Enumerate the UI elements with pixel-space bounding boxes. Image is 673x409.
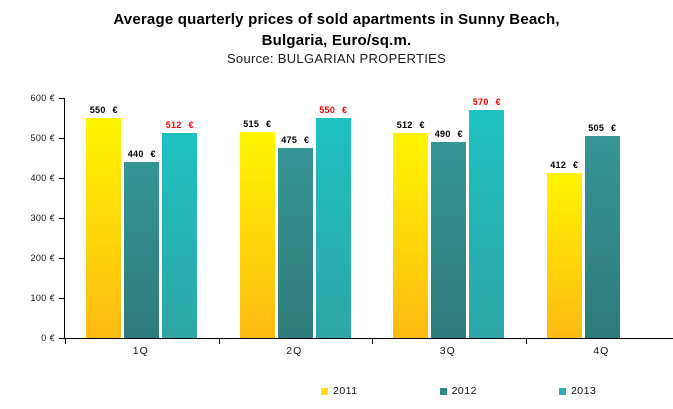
y-tick-label: 100 € xyxy=(30,293,55,303)
legend-swatch-icon xyxy=(558,387,566,395)
bar-2012-1q: 440 € xyxy=(124,149,160,338)
bar-value-label: 505 € xyxy=(588,123,617,133)
x-axis-label-2q: 2Q xyxy=(286,345,303,357)
chart-title: Average quarterly prices of sold apartme… xyxy=(0,9,673,51)
y-tick xyxy=(59,97,64,99)
legend-swatch-icon xyxy=(321,387,328,395)
x-axis-label-1q: 1Q xyxy=(132,345,149,357)
bar-2013-2q: 550 € xyxy=(315,105,351,338)
chart-source: Source: BULGARIAN PROPERTIES xyxy=(226,51,447,66)
x-tick xyxy=(372,339,373,344)
y-tick-label: 500 € xyxy=(30,133,55,143)
chart-title-line2: Bulgaria, Euro/sq.m. xyxy=(261,32,412,49)
x-axis-labels: 1Q 2Q 3Q 4Q xyxy=(64,345,673,357)
bar-group-2q: 515 € 475 € 550 € xyxy=(219,105,373,338)
bar-value-label: 550 € xyxy=(319,105,348,115)
bar-value-label: 440 € xyxy=(127,149,156,159)
legend-item-2012: 2012 xyxy=(439,385,477,397)
legend-swatch-icon xyxy=(439,387,447,395)
bar-2012-4q: 505 € xyxy=(584,123,620,338)
bar-2011-4q: 412 € xyxy=(546,160,582,338)
legend-label: 2013 xyxy=(570,385,597,397)
bar-2012-2q: 475 € xyxy=(277,135,313,338)
bar-group-4q: 412 € 505 € xyxy=(526,123,673,338)
bar-value-label: 512 € xyxy=(165,120,194,131)
bar-value-label: 475 € xyxy=(281,135,310,145)
y-tick-label: 600 € xyxy=(30,93,55,103)
x-tick xyxy=(65,339,66,344)
y-tick-label: 200 € xyxy=(30,253,55,263)
y-tick-label: 0 € xyxy=(41,333,55,343)
x-axis-label-3q: 3Q xyxy=(439,345,456,357)
bar-value-label: 512 € xyxy=(396,120,425,131)
bar-2011-2q: 515 € xyxy=(239,119,275,338)
bar-value-label: 490 € xyxy=(434,129,463,139)
bar-value-label: 550 € xyxy=(89,105,118,115)
bar-value-label: 412 € xyxy=(550,160,579,171)
bar-2013-1q: 512 € xyxy=(162,120,198,338)
bar-2013-3q: 570 € xyxy=(469,97,505,338)
bar-value-label: 515 € xyxy=(243,119,272,129)
y-tick xyxy=(59,297,64,299)
plot-area: 0 € 100 € 200 € 300 € 400 € 500 € 600 € 550 € 4… xyxy=(30,93,673,344)
y-tick xyxy=(59,217,64,219)
legend-item-2011: 2011 xyxy=(321,385,358,397)
bar-value-label: 570 € xyxy=(472,97,501,107)
legend-label: 2011 xyxy=(333,385,358,397)
bar-2012-3q: 490 € xyxy=(431,129,467,338)
bar-groups: 550 € 440 € 512 € 515 € 475 € 550 € 512 € 490 €… xyxy=(65,97,673,338)
y-tick-label: 300 € xyxy=(30,213,55,223)
bar-group-1q: 550 € 440 € 512 € xyxy=(65,105,219,338)
bar-group-3q: 512 € 490 € 570 € xyxy=(372,97,526,338)
bar-2011-3q: 512 € xyxy=(393,120,429,338)
legend-label: 2012 xyxy=(451,385,477,397)
bar-2011-1q: 550 € xyxy=(86,105,122,338)
x-tick xyxy=(525,339,527,344)
y-tick xyxy=(59,177,64,179)
legend-item-2013: 2013 xyxy=(558,385,597,397)
y-tick xyxy=(59,337,64,339)
y-tick xyxy=(59,257,64,259)
y-tick-label: 400 € xyxy=(30,173,55,183)
chart-title-line1: Average quarterly prices of sold apartme… xyxy=(113,11,560,28)
legend: 2011 2012 2013 xyxy=(321,385,596,397)
y-tick xyxy=(59,137,64,139)
x-axis-label-4q: 4Q xyxy=(593,345,610,357)
x-tick xyxy=(218,339,220,344)
